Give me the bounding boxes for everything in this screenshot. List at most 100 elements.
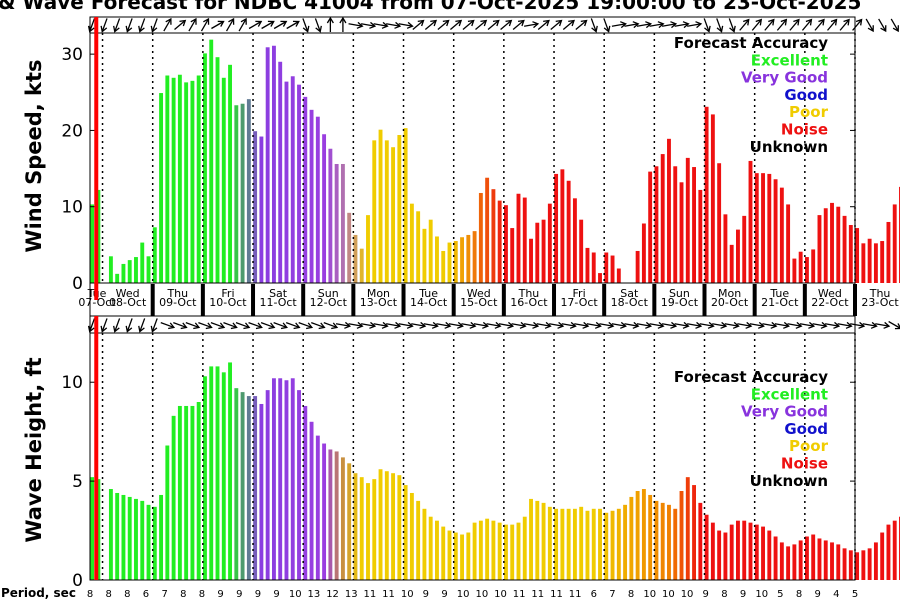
wind-direction-arrow [512, 19, 525, 30]
wind-direction-arrow [890, 18, 899, 33]
wind-bar [203, 53, 207, 283]
wave-bar [196, 402, 201, 580]
wave-bar [692, 485, 696, 580]
wind-bar [403, 128, 408, 283]
wave-bar [303, 405, 308, 580]
wind-bar [892, 204, 897, 283]
wave-bar [591, 508, 596, 580]
wind-bar [572, 198, 577, 283]
wind-bar [228, 64, 232, 283]
wind-legend-item: Unknown [750, 138, 828, 156]
wind-direction-arrow [211, 20, 225, 30]
wind-bar [779, 187, 784, 283]
period-value: 11 [531, 589, 544, 600]
wave-bar [435, 520, 439, 580]
wave-bar [585, 510, 590, 580]
wave-bar [96, 479, 101, 580]
day-name: Mon [367, 287, 390, 300]
day-name: Wed [116, 287, 140, 300]
wave-bar [372, 479, 377, 580]
day-name: Thu [166, 287, 188, 300]
wind-bar [804, 257, 809, 283]
wave-bar [165, 445, 170, 580]
wave-direction-arrow [398, 321, 414, 329]
day-name: Fri [221, 287, 234, 300]
wind-legend-item: Good [784, 86, 828, 104]
wave-bar [353, 473, 358, 580]
wave-direction-arrow [636, 321, 653, 329]
wave-direction-arrow [624, 321, 640, 329]
period-value: 10 [662, 589, 675, 600]
wave-direction-arrow [423, 321, 439, 329]
wind-direction-arrow [814, 18, 825, 31]
wave-ylabel: Wave Height, ft [22, 357, 46, 542]
wind-direction-arrow [852, 18, 863, 31]
wind-direction-arrow [462, 19, 475, 30]
wave-bar [779, 542, 784, 580]
wind-bar [873, 243, 878, 283]
wave-direction-arrow [549, 321, 565, 329]
wind-bar [165, 75, 170, 283]
wind-bar [823, 208, 828, 283]
wind-legend-item: Poor [789, 103, 829, 121]
day-name: Sun [318, 287, 339, 300]
period-value: 10 [681, 589, 694, 600]
wave-bar [152, 506, 157, 580]
wave-bar [886, 524, 891, 580]
wind-bar [717, 163, 722, 283]
wind-direction-arrow [500, 19, 513, 30]
wave-bar [842, 548, 847, 580]
wind-bar [246, 99, 251, 284]
day-name: Thu [518, 287, 540, 300]
day-date: 11-Oct [259, 296, 297, 309]
wind-direction-arrow [661, 21, 678, 29]
wind-direction-arrow [348, 21, 364, 29]
wind-bar [372, 140, 377, 283]
wave-bar [604, 512, 609, 580]
wave-bar [667, 504, 671, 580]
wave-bar [823, 540, 828, 580]
period-row: Period, sec 8 8 8 6 7 8 8 9 9 9 9 10 13 12 13 11 11 10 9 9 1… [1, 586, 858, 600]
wind-bar [704, 106, 709, 283]
wind-direction-arrow [649, 21, 665, 29]
wind-bar [660, 154, 665, 283]
wind-bar [723, 214, 728, 283]
wave-direction-arrow [125, 318, 133, 333]
wind-bar [121, 263, 126, 283]
wave-bar [855, 552, 860, 580]
wind-bar [535, 222, 540, 283]
wave-bar [792, 544, 797, 580]
wind-bar [742, 215, 747, 283]
wave-bar [817, 538, 822, 580]
wind-bar [817, 215, 822, 283]
wave-bar [416, 500, 421, 580]
wind-ylabel: Wind Speed, kts [22, 59, 46, 252]
wave-bar [529, 498, 533, 580]
day-strip: Tue07-OctWed08-OctThu09-OctFri10-OctSat1… [78, 282, 899, 317]
wind-bar [240, 103, 245, 283]
wind-direction-arrow [373, 21, 389, 29]
wave-direction-arrow [737, 321, 753, 329]
wave-direction-arrow [511, 321, 527, 329]
wind-bar [529, 238, 533, 283]
wave-bar [203, 376, 207, 580]
wave-direction-arrow [799, 321, 816, 329]
wind-bar [322, 134, 327, 283]
day-date: 21-Oct [761, 296, 799, 309]
wind-bar [146, 256, 151, 283]
wave-legend-item: Poor [789, 437, 829, 455]
wind-direction-arrow [273, 20, 288, 30]
wind-bar [692, 167, 696, 283]
day-name: Thu [869, 287, 891, 300]
wave-direction-arrow [198, 321, 213, 330]
wind-direction-arrow [449, 19, 463, 30]
wave-bar [742, 520, 747, 580]
wave-bar [510, 524, 515, 580]
wave-bar [892, 520, 897, 580]
wave-bar [736, 520, 740, 580]
wind-direction-arrow [801, 18, 813, 31]
wave-direction-arrow [235, 321, 251, 330]
wave-direction-arrow [674, 321, 690, 329]
wind-direction-arrow [100, 18, 108, 33]
